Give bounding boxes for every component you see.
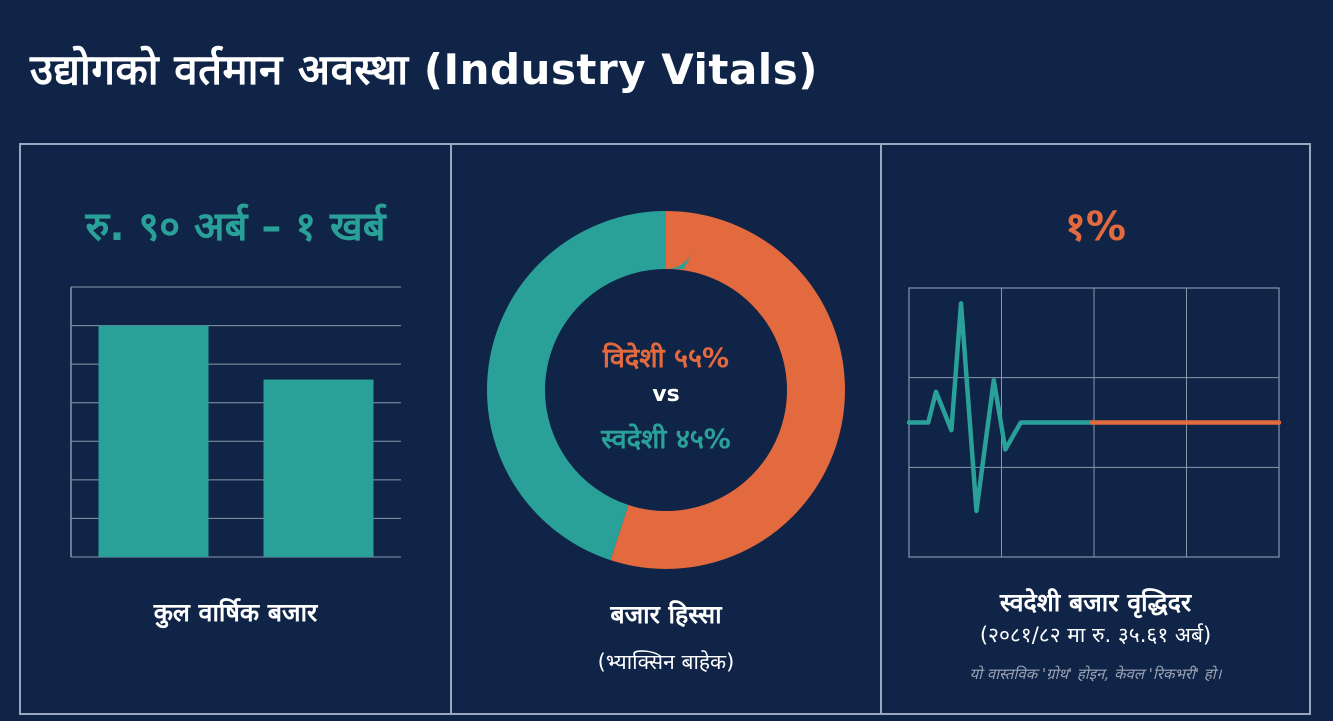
growth-panel: १% स्वदेशी बजार वृद्धिदर (२०८१/८२ मा रु.…: [882, 145, 1309, 713]
market-share-donut: [487, 211, 845, 569]
market-size-panel: रु. ९० अर्ब – १ खर्ब कुल वार्षिक बजार: [21, 145, 450, 713]
page-title: उद्योगको वर्तमान अवस्था (Industry Vitals…: [30, 45, 818, 94]
growth-label: स्वदेशी बजार वृद्धिदर: [999, 588, 1192, 617]
growth-sublabel: (२०८१/८२ मा रु. ३५.६१ अर्ब): [979, 623, 1212, 647]
market-share-label: बजार हिस्सा: [610, 600, 722, 629]
market-size-headline: रु. ९० अर्ब – १ खर्ब: [85, 204, 386, 250]
market-share-panel: विदेशी ५५% vs स्वदेशी ४५% बजार हिस्सा (भ…: [452, 145, 880, 713]
versus-text: vs: [652, 382, 680, 407]
foreign-share-text: विदेशी ५५%: [602, 343, 730, 374]
domestic-share-text: स्वदेशी ४५%: [601, 424, 731, 455]
growth-headline: १%: [1065, 204, 1126, 250]
growth-pulse-chart: [906, 287, 1282, 558]
panel-divider: [450, 143, 452, 715]
growth-note: यो वास्तविक 'ग्रोथ' होइन, केवल 'रिकभरी' …: [969, 665, 1222, 683]
bar: [263, 379, 374, 557]
market-bar-chart: [70, 286, 401, 558]
panel-divider: [880, 143, 882, 715]
pulse-line: [906, 301, 1095, 514]
donut-slice: [487, 211, 845, 569]
panels-frame: [19, 143, 1311, 715]
bar: [98, 325, 209, 557]
market-share-sublabel: (भ्याक्सिन बाहेक): [597, 650, 735, 674]
market-size-label: कुल वार्षिक बजार: [153, 598, 318, 627]
